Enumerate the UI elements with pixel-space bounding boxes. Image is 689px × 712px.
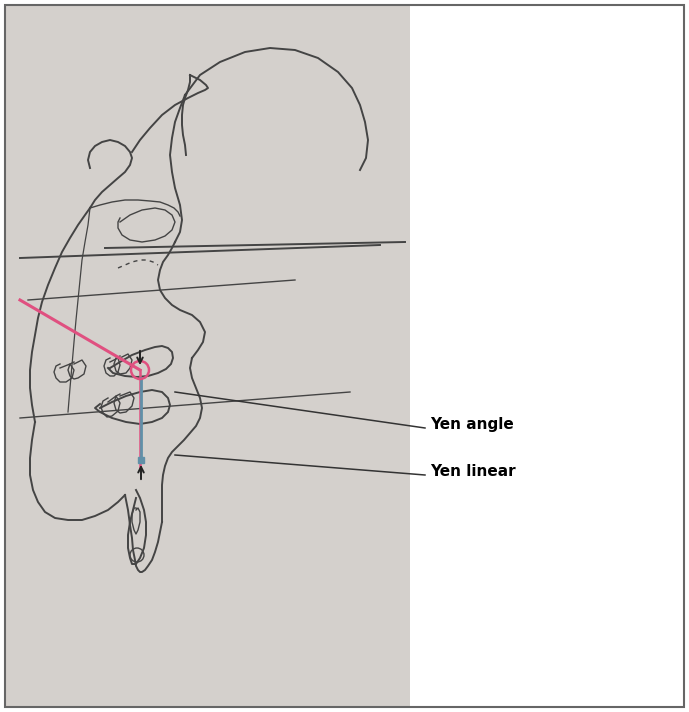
Bar [410, 5, 679, 707]
Text: Yen angle: Yen angle [430, 417, 514, 432]
Text: Yen linear: Yen linear [430, 464, 515, 479]
Bar [5, 5, 410, 707]
